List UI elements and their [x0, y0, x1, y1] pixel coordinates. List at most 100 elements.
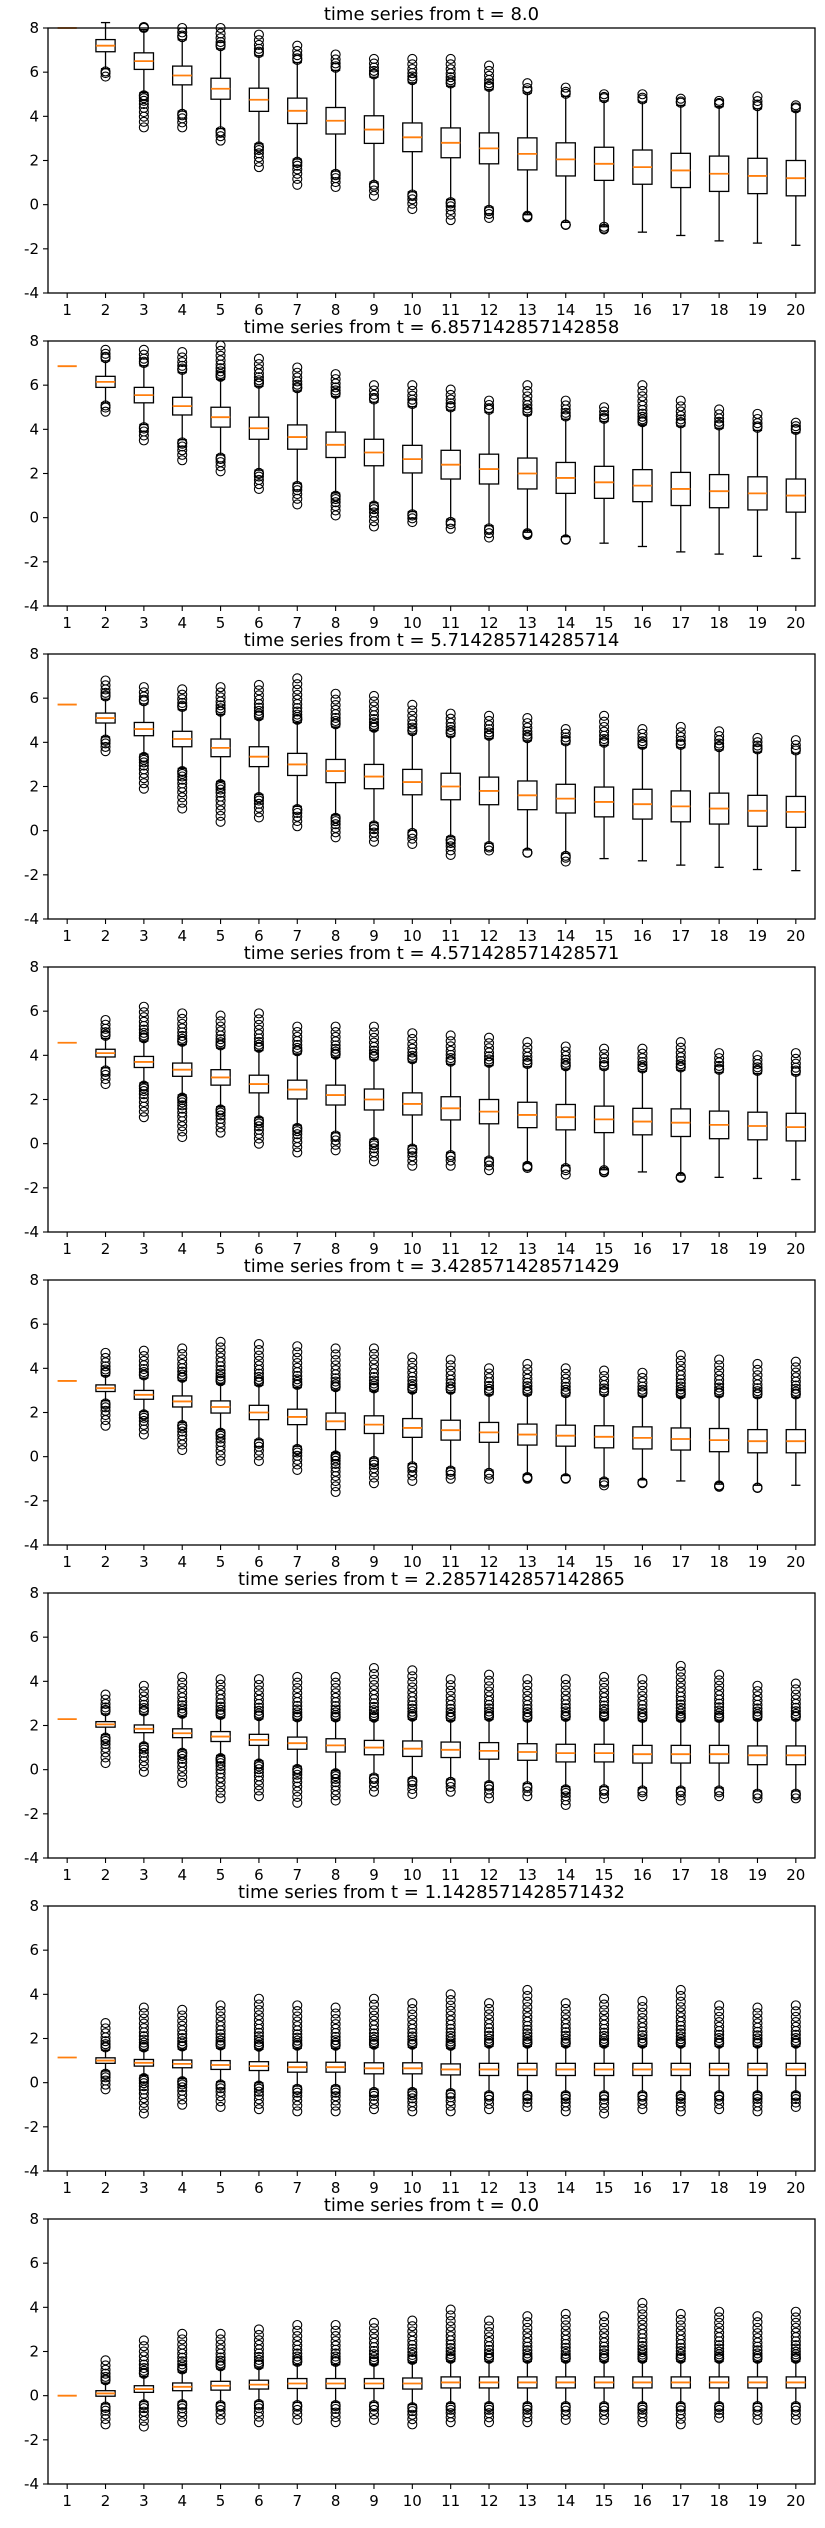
- outlier-point: [138, 1345, 149, 1356]
- outlier-point: [560, 2346, 571, 2357]
- outlier-point: [522, 2404, 533, 2415]
- outlier-point: [100, 1739, 111, 1750]
- outlier-point: [138, 2346, 149, 2357]
- outlier-point: [368, 2333, 380, 2344]
- chart-panel: time series from t = 5.714285714285714-4…: [24, 630, 816, 945]
- x-tick-label: 20: [786, 301, 805, 319]
- box-5: [210, 2328, 231, 2426]
- y-tick-label: 8: [29, 1897, 39, 1915]
- outlier-point: [675, 2012, 686, 2023]
- outlier-point: [292, 40, 303, 51]
- y-tick-label: 6: [29, 1315, 39, 1333]
- y-tick-label: -2: [24, 1179, 39, 1197]
- y-tick-label: 2: [29, 1404, 39, 1422]
- outlier-point: [330, 1773, 341, 1784]
- outlier-point: [253, 2027, 264, 2038]
- outlier-point: [253, 2010, 264, 2021]
- outlier-point: [407, 71, 418, 82]
- outlier-point: [483, 1686, 495, 1697]
- outlier-point: [675, 1702, 686, 1714]
- outlier-point: [330, 385, 341, 396]
- outlier-point: [138, 106, 149, 118]
- outlier-point: [253, 1118, 264, 1129]
- outlier-point: [445, 2412, 456, 2423]
- outlier-point: [560, 2027, 571, 2038]
- outlier-point: [177, 30, 188, 41]
- outlier-point: [714, 2317, 725, 2328]
- x-tick-label: 13: [518, 301, 537, 319]
- outlier-point: [637, 728, 648, 739]
- outlier-point: [368, 717, 380, 728]
- outlier-point: [637, 2030, 648, 2041]
- outlier-point: [368, 1707, 380, 1718]
- box-20: [785, 735, 807, 872]
- y-tick-label: 2: [29, 1091, 39, 1109]
- outlier-point: [599, 1999, 610, 2010]
- outlier-point: [292, 1362, 303, 1373]
- outlier-point: [445, 1995, 456, 2006]
- outlier-point: [445, 2030, 456, 2041]
- outlier-point: [292, 821, 303, 832]
- chart-title: time series from t = 3.428571428571429: [244, 1256, 620, 1277]
- outlier-point: [292, 2401, 303, 2412]
- outlier-point: [752, 1364, 763, 1375]
- outlier-point: [138, 687, 149, 698]
- outlier-point: [675, 721, 686, 732]
- outlier-point: [215, 1342, 226, 1353]
- outlier-point: [483, 206, 495, 217]
- x-tick-label: 19: [748, 1240, 767, 1258]
- outlier-point: [445, 2343, 456, 2354]
- outlier-point: [752, 2345, 763, 2356]
- outlier-point: [100, 2360, 111, 2371]
- outlier-point: [292, 1374, 303, 1385]
- outlier-point: [138, 1106, 149, 1117]
- outlier-point: [599, 1477, 610, 1488]
- outlier-point: [637, 2319, 648, 2330]
- outlier-point: [790, 1793, 801, 1804]
- outlier-point: [714, 95, 725, 106]
- outlier-point: [368, 1467, 380, 1478]
- box-2: [95, 675, 116, 757]
- outlier-point: [637, 1703, 648, 1715]
- outlier-point: [407, 1375, 418, 1386]
- x-tick-label: 18: [710, 1240, 729, 1258]
- y-tick-label: 2: [29, 465, 39, 483]
- box-12: [478, 2315, 500, 2428]
- outlier-point: [100, 2017, 111, 2029]
- outlier-point: [138, 122, 149, 133]
- x-tick-label: 4: [177, 2492, 187, 2510]
- outlier-point: [292, 1454, 303, 1465]
- outlier-point: [752, 1375, 763, 1386]
- outlier-point: [675, 2093, 686, 2104]
- outlier-point: [177, 2079, 188, 2090]
- outlier-point: [177, 455, 188, 466]
- outlier-point: [445, 1354, 456, 1365]
- outlier-point: [138, 760, 149, 771]
- outlier-point: [253, 1456, 264, 1467]
- outlier-point: [483, 2315, 495, 2326]
- outlier-point: [675, 1677, 686, 1688]
- y-tick-label: 2: [29, 2030, 39, 2048]
- outlier-point: [253, 144, 264, 156]
- outlier-point: [253, 1355, 264, 1366]
- outlier-point: [253, 795, 264, 806]
- x-tick-label: 16: [633, 2492, 652, 2510]
- outlier-point: [714, 1365, 725, 1376]
- box-16: [632, 1043, 653, 1173]
- outlier-point: [253, 1764, 264, 1775]
- outlier-point: [790, 2317, 801, 2328]
- outlier-point: [138, 1351, 149, 1362]
- box-3: [133, 1001, 155, 1123]
- outlier-point: [292, 1445, 303, 1456]
- outlier-point: [292, 160, 303, 171]
- outlier-point: [292, 1126, 303, 1137]
- outlier-point: [253, 1702, 264, 1713]
- outlier-point: [483, 1473, 495, 1484]
- outlier-point: [522, 2322, 533, 2333]
- outlier-point: [253, 372, 264, 383]
- outlier-point: [637, 2297, 648, 2308]
- outlier-point: [215, 454, 226, 465]
- x-tick-label: 5: [216, 2492, 226, 2510]
- chart-title: time series from t = 4.571428571428571: [244, 943, 620, 964]
